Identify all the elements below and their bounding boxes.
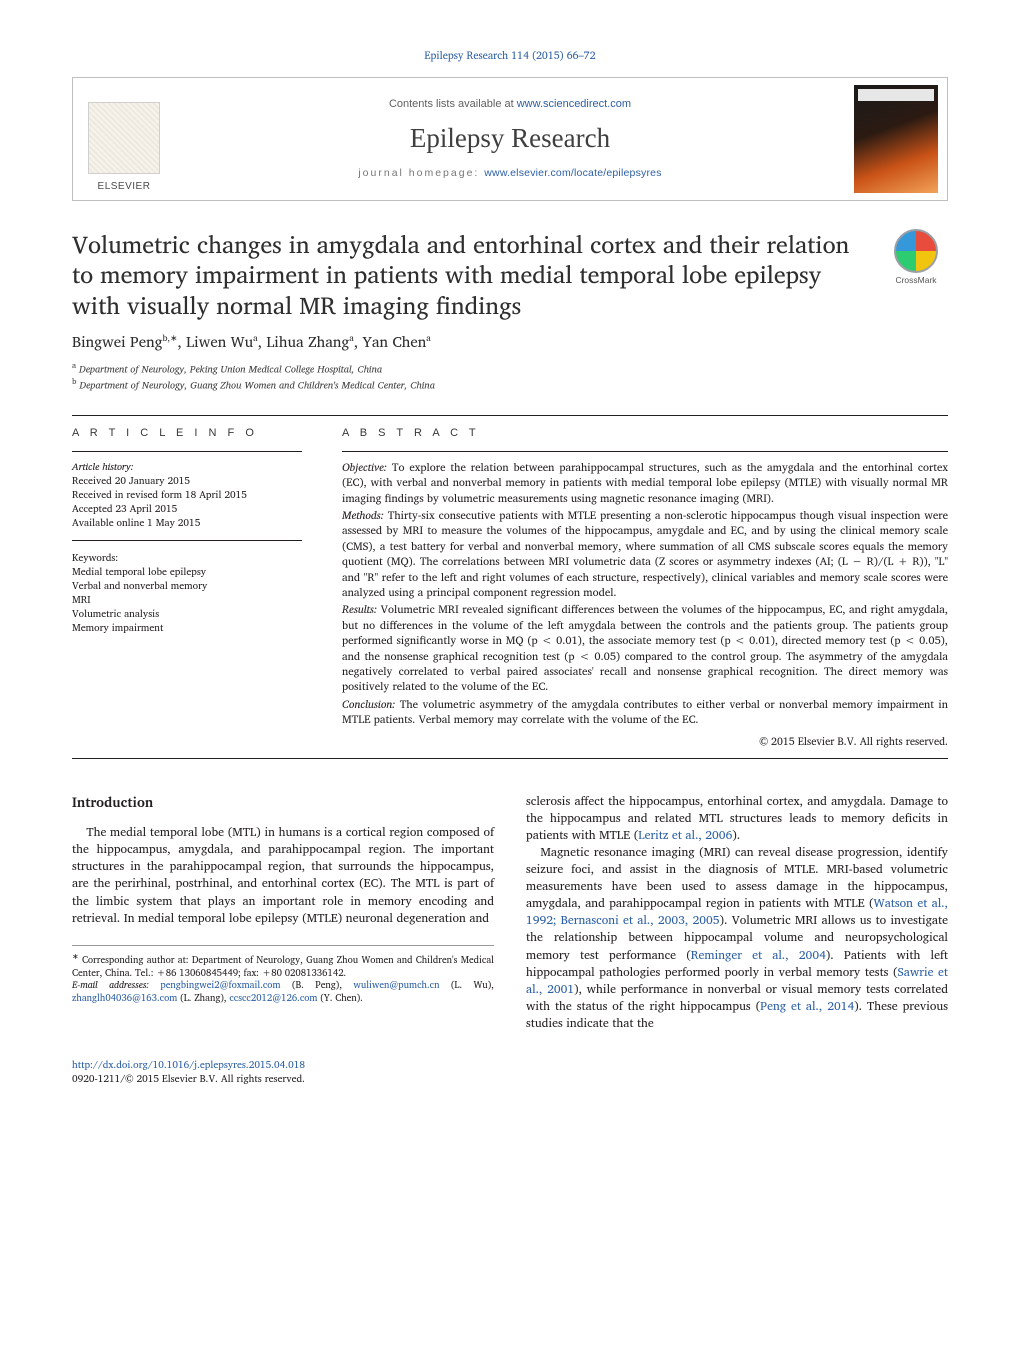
crossmark-icon	[894, 229, 938, 273]
abs-methods: Thirty-six consecutive patients with MTL…	[342, 506, 948, 601]
citation-link[interactable]: Peng et al., 2014	[760, 997, 854, 1016]
intro-p1: The medial temporal lobe (MTL) in humans…	[72, 824, 494, 926]
elsevier-tree-icon	[88, 102, 160, 174]
journal-cover-icon	[854, 85, 938, 193]
keyword: MRI	[72, 593, 302, 607]
abstract-heading: A B S T R A C T	[342, 426, 948, 441]
abs-conclusion: The volumetric asymmetry of the amygdala…	[342, 695, 948, 728]
author-aff: a	[253, 330, 258, 345]
email-who: (L. Zhang)	[180, 991, 224, 1006]
crossmark-badge[interactable]: CrossMark	[884, 229, 948, 287]
article-info-col: A R T I C L E I N F O Article history: R…	[72, 426, 302, 749]
homepage-link[interactable]: www.elsevier.com/locate/epilepsyres	[484, 167, 661, 179]
crossmark-label: CrossMark	[895, 275, 936, 285]
history-revised: Received in revised form 18 April 2015	[72, 488, 302, 502]
keywords-label: Keywords:	[72, 551, 302, 565]
cover-thumb-wrap	[845, 78, 947, 200]
abs-results: Volumetric MRI revealed significant diff…	[342, 600, 948, 695]
author: Liwen Wu	[186, 329, 253, 354]
running-head-link[interactable]: Epilepsy Research 114 (2015) 66–72	[424, 46, 595, 64]
email-who: (L. Wu)	[451, 978, 491, 993]
author-list: Bingwei Pengb,∗, Liwen Wua, Lihua Zhanga…	[72, 331, 948, 352]
contents-prefix: Contents lists available at	[389, 98, 517, 110]
footnote-star: ∗	[72, 951, 79, 963]
email-who: (Y. Chen)	[320, 991, 360, 1006]
history-label: Article history:	[72, 460, 302, 474]
divider	[72, 415, 948, 416]
keyword: Memory impairment	[72, 621, 302, 635]
history-accepted: Accepted 23 April 2015	[72, 502, 302, 516]
affiliations: a Department of Neurology, Peking Union …	[72, 360, 948, 393]
email-link[interactable]: zhanglh04036@163.com	[72, 991, 177, 1006]
history-online: Available online 1 May 2015	[72, 516, 302, 530]
divider	[72, 758, 948, 759]
abstract-copyright: © 2015 Elsevier B.V. All rights reserved…	[342, 734, 948, 749]
article-info-heading: A R T I C L E I N F O	[72, 426, 302, 441]
affil-b: Department of Neurology, Guang Zhou Wome…	[79, 378, 435, 394]
author: Lihua Zhang	[266, 329, 349, 354]
corr-author-note: Corresponding author at: Department of N…	[72, 953, 494, 981]
masthead: ELSEVIER Contents lists available at www…	[72, 77, 948, 201]
abs-objective: To explore the relation between parahipp…	[342, 458, 948, 507]
running-head: Epilepsy Research 114 (2015) 66–72	[72, 48, 948, 63]
footnotes: ∗ Corresponding author at: Department of…	[72, 945, 494, 1006]
email-link[interactable]: wuliwen@pumch.cn	[353, 978, 439, 993]
author-aff: a	[349, 330, 354, 345]
homepage-line: journal homepage: www.elsevier.com/locat…	[175, 166, 845, 181]
publisher-block: ELSEVIER	[73, 78, 175, 200]
abstract-col: A B S T R A C T Objective: To explore th…	[342, 426, 948, 749]
contents-line: Contents lists available at www.scienced…	[175, 97, 845, 112]
keyword: Verbal and nonverbal memory	[72, 579, 302, 593]
author: Bingwei Peng	[72, 329, 162, 354]
keyword: Medial temporal lobe epilepsy	[72, 565, 302, 579]
author-aff: b,	[162, 330, 170, 345]
body-columns: Introduction The medial temporal lobe (M…	[72, 793, 948, 1031]
affil-a: Department of Neurology, Peking Union Me…	[79, 361, 382, 377]
author: Yan Chen	[362, 329, 426, 354]
publisher-name: ELSEVIER	[98, 180, 151, 194]
article-title: Volumetric changes in amygdala and entor…	[72, 229, 866, 321]
email-link[interactable]: ccscc2012@126.com	[229, 991, 317, 1006]
intro-heading: Introduction	[72, 793, 494, 812]
author-aff: a	[426, 330, 431, 345]
issn-line: 0920-1211/© 2015 Elsevier B.V. All right…	[72, 1072, 948, 1086]
journal-name: Epilepsy Research	[175, 120, 845, 158]
sciencedirect-link[interactable]: www.sciencedirect.com	[517, 98, 631, 110]
history-received: Received 20 January 2015	[72, 474, 302, 488]
homepage-prefix: journal homepage:	[358, 167, 484, 179]
doi-block: http://dx.doi.org/10.1016/j.eplepsyres.2…	[72, 1058, 948, 1086]
corr-star: ∗	[170, 330, 178, 345]
keyword: Volumetric analysis	[72, 607, 302, 621]
